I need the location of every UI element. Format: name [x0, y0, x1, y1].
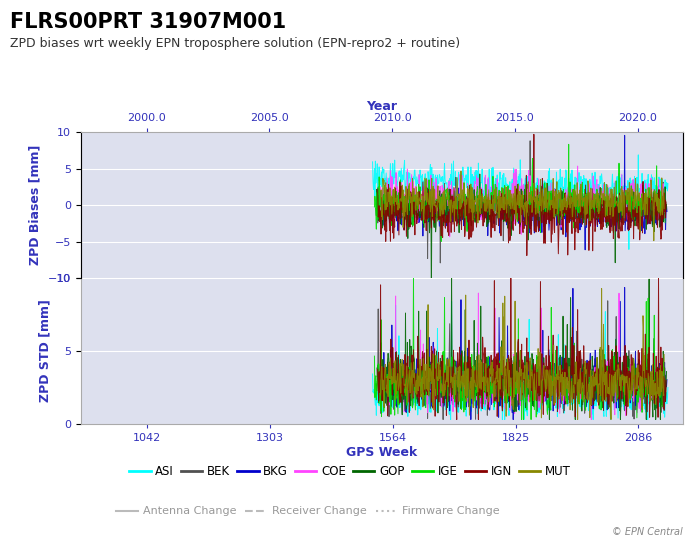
X-axis label: GPS Week: GPS Week: [346, 446, 417, 458]
Text: © EPN Central: © EPN Central: [612, 527, 682, 537]
Y-axis label: ZPD Biases [mm]: ZPD Biases [mm]: [29, 145, 42, 265]
Legend: ASI, BEK, BKG, COE, GOP, IGE, IGN, MUT: ASI, BEK, BKG, COE, GOP, IGE, IGN, MUT: [125, 461, 575, 483]
Y-axis label: ZPD STD [mm]: ZPD STD [mm]: [38, 300, 51, 402]
Text: ZPD biases wrt weekly EPN troposphere solution (EPN-repro2 + routine): ZPD biases wrt weekly EPN troposphere so…: [10, 37, 461, 50]
X-axis label: Year: Year: [366, 100, 397, 113]
Legend: Antenna Change, Receiver Change, Firmware Change: Antenna Change, Receiver Change, Firmwar…: [112, 502, 504, 521]
Text: FLRS00PRT 31907M001: FLRS00PRT 31907M001: [10, 12, 287, 32]
